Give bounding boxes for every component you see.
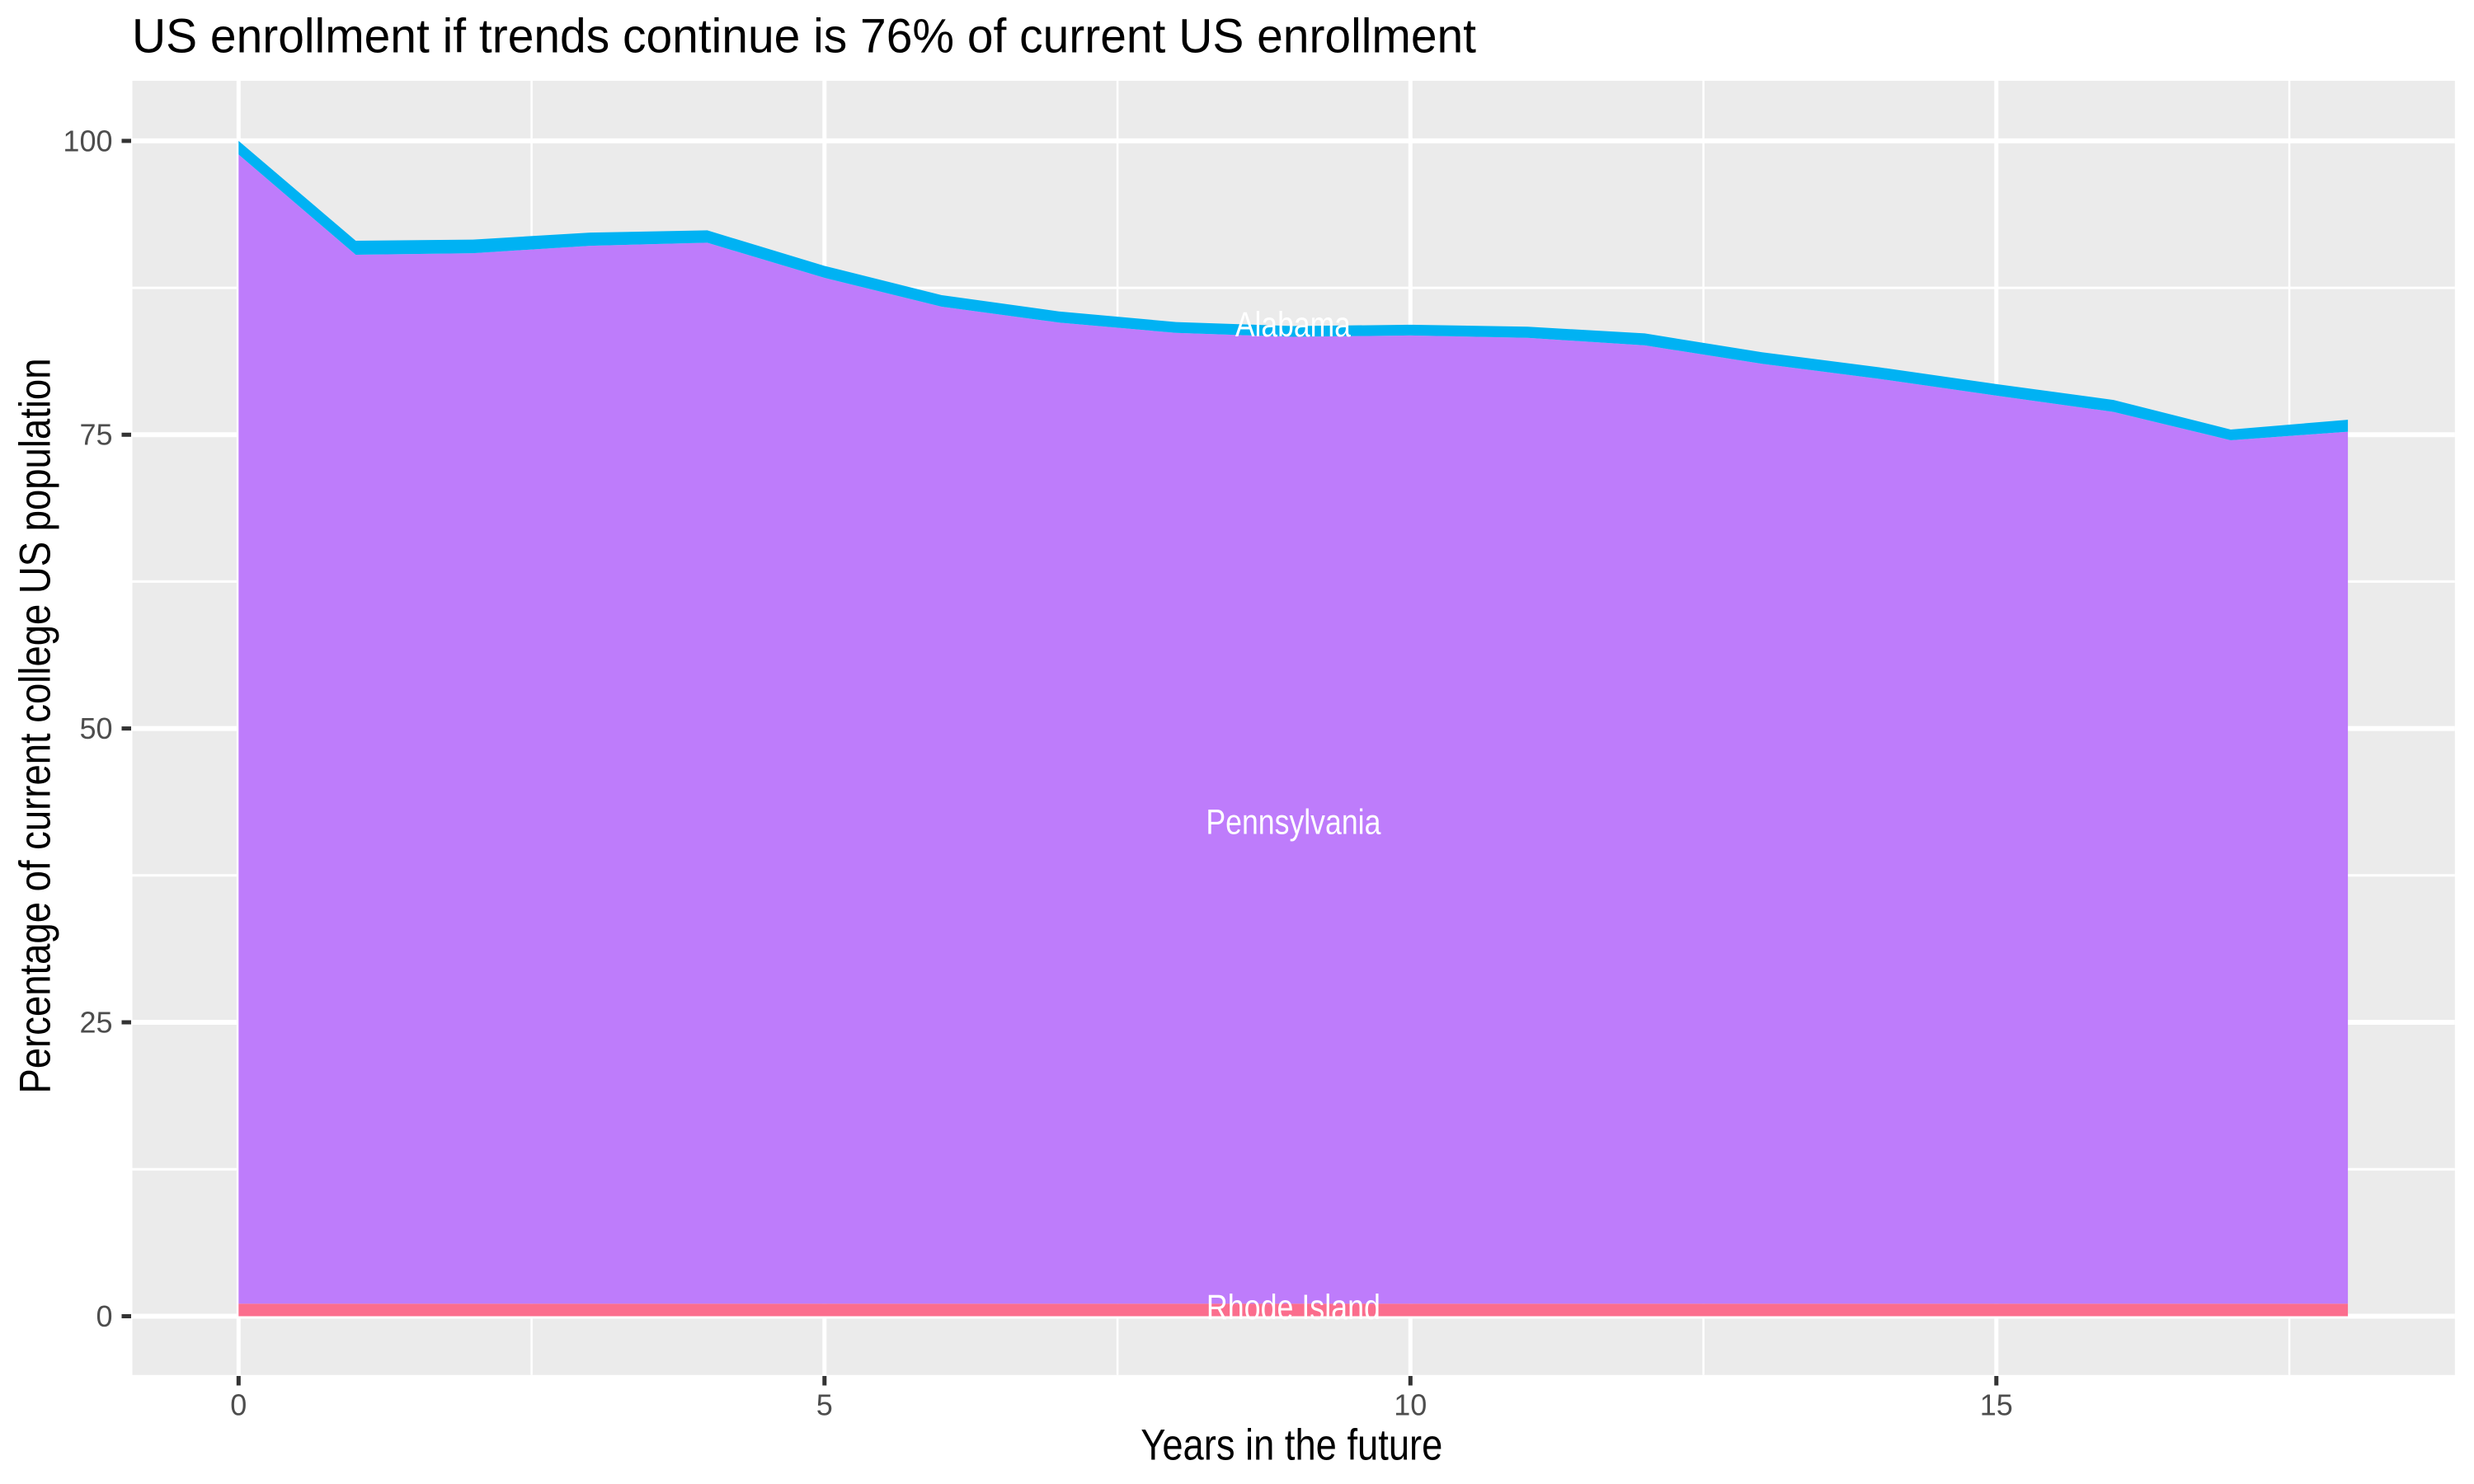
svg-text:5: 5 [816,1388,833,1421]
svg-text:100: 100 [63,124,112,157]
svg-text:0: 0 [96,1299,112,1333]
svg-text:75: 75 [79,418,112,452]
svg-text:US enrollment if trends contin: US enrollment if trends continue is 76% … [132,10,1476,63]
svg-text:10: 10 [1394,1388,1427,1421]
svg-text:0: 0 [230,1388,247,1421]
svg-text:15: 15 [1980,1388,2013,1421]
svg-text:25: 25 [79,1005,112,1039]
svg-text:50: 50 [79,711,112,745]
svg-text:Percentage of current college: Percentage of current college US populat… [12,359,60,1094]
svg-text:Rhode Island: Rhode Island [1206,1288,1380,1327]
svg-text:Alabama: Alabama [1235,305,1351,345]
svg-text:Pennsylvania: Pennsylvania [1206,803,1380,843]
svg-text:Years in the future: Years in the future [1141,1421,1442,1470]
